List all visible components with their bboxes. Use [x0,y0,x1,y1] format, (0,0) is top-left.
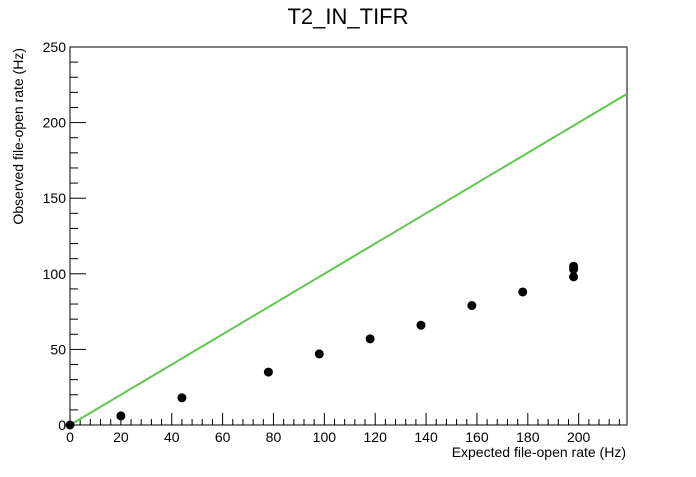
data-point [569,261,579,271]
x-tick-label: 180 [516,429,540,445]
x-tick-label: 140 [414,429,438,445]
x-tick-label: 200 [567,429,591,445]
y-tick-label: 50 [50,341,66,357]
data-point [569,272,579,282]
data-point [65,420,75,430]
y-tick-label: 0 [58,417,66,433]
data-point [116,411,126,421]
data-point [263,367,273,377]
data-point [416,320,426,330]
y-axis-label: Observed file-open rate (Hz) [10,48,26,225]
axis-ticks [69,46,620,426]
x-tick-label: 60 [215,429,231,445]
data-points [65,261,579,430]
x-tick-label: 100 [313,429,337,445]
y-tick-label: 250 [43,39,67,55]
x-tick-label: 20 [113,429,129,445]
data-point [467,301,477,311]
reference-line [69,93,628,426]
y-tick-label: 200 [43,115,67,131]
x-tick-label: 40 [164,429,180,445]
data-point [314,349,324,359]
plot-frame [69,46,628,426]
y-tick-label: 150 [43,190,67,206]
tick-labels: 0 20 40 60 80 100 120 140 160 180 200 0 50 100 150 200 2… [43,39,591,445]
y-tick-label: 100 [43,266,67,282]
x-tick-label: 0 [66,429,74,445]
x-tick-label: 120 [364,429,388,445]
x-tick-label: 80 [266,429,282,445]
x-axis-label: Expected file-open rate (Hz) [452,444,626,460]
data-point [177,393,187,403]
reference-line-layer [69,93,628,426]
chart-title: T2_IN_TIFR [287,4,408,29]
data-point [365,334,375,344]
x-tick-label: 160 [465,429,489,445]
data-point [518,287,528,297]
